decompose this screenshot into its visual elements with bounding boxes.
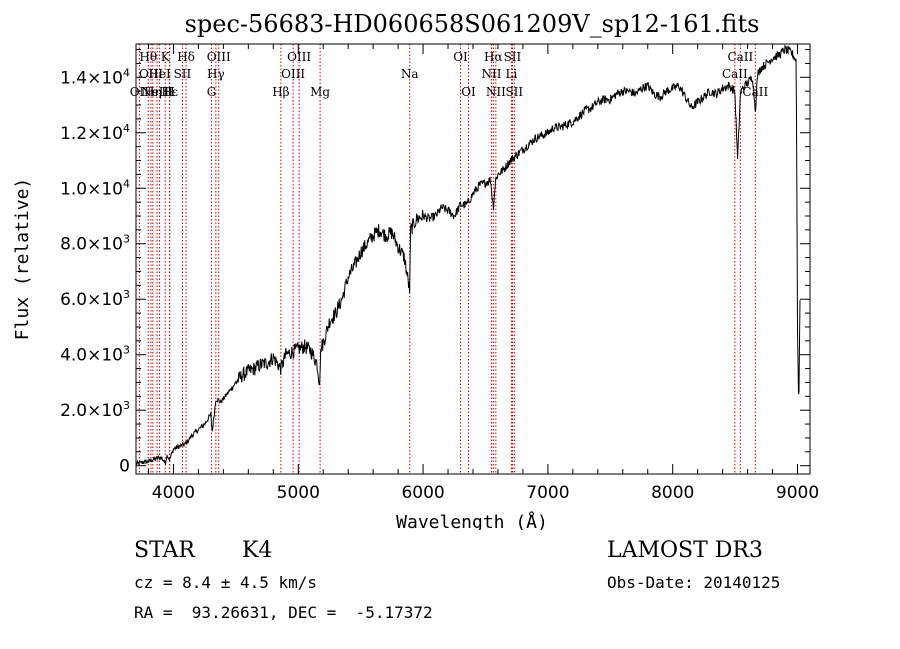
obs-date: Obs-Date: 20140125: [607, 573, 781, 592]
x-tick-label: 9000: [776, 483, 819, 503]
x-tick-label: 5000: [277, 483, 320, 503]
line-label: CaII: [722, 67, 748, 81]
line-label: OII: [130, 85, 150, 99]
y-tick-label: 1.2×104: [60, 122, 130, 144]
line-label: K: [161, 50, 171, 64]
line-label: Li: [506, 67, 518, 81]
line-label: H: [164, 85, 174, 99]
y-tick-label: 2.0×103: [60, 399, 130, 421]
y-tick-label: 8.0×103: [60, 233, 130, 255]
line-label: Hγ: [207, 67, 225, 81]
line-label: NII: [481, 67, 501, 81]
line-label: G: [207, 85, 217, 99]
y-axis-label: Flux (relative): [12, 178, 33, 341]
line-label: NeIII: [141, 85, 173, 99]
line-label: OIII: [207, 50, 231, 64]
x-tick-label: 6000: [401, 483, 444, 503]
line-label: HeI: [148, 67, 171, 81]
line-label: SII: [505, 85, 523, 99]
chart-title: spec-56683-HD060658S061209V_sp12-161.fit…: [185, 10, 760, 38]
line-label: Hε: [161, 85, 178, 99]
y-tick-label: 1.0×104: [60, 177, 130, 199]
redshift-cz: cz = 8.4 ± 4.5 km/s: [134, 573, 318, 592]
x-axis-label: Wavelength (Å): [396, 511, 548, 530]
emission-line-markers: [138, 44, 756, 474]
survey-name: LAMOST DR3: [607, 538, 763, 563]
line-label: OIII: [281, 67, 305, 81]
y-tick-label: 4.0×103: [60, 344, 130, 366]
x-tick-label: 8000: [651, 483, 694, 503]
line-label: Mg: [310, 85, 330, 99]
x-tick-label: 7000: [526, 483, 569, 503]
y-tick-label: 6.0×103: [60, 288, 130, 310]
object-subclass: K4: [242, 538, 273, 563]
y-tick-label: 0: [119, 457, 130, 477]
x-tick-label: 4000: [152, 483, 195, 503]
line-label: OI: [453, 50, 468, 64]
line-label: Hα: [484, 50, 503, 64]
line-label: SII: [504, 50, 522, 64]
y-axis-ticks: 0 2.0×103 4.0×103 6.0×103 8.0×103 1.0×104 1.2×…: [60, 49, 810, 477]
line-label: Hη: [144, 85, 162, 99]
line-label: Hθ: [139, 50, 157, 64]
line-label: Hδ: [177, 50, 195, 64]
line-label: SII: [174, 67, 192, 81]
object-class: STAR: [134, 538, 195, 563]
spectrum-chart: spec-56683-HD060658S061209V_sp12-161.fit…: [12, 10, 819, 530]
line-label: NII: [486, 85, 506, 99]
line-label: CaII: [742, 85, 768, 99]
spectrum-line: [135, 43, 801, 467]
line-label: OIII: [287, 50, 311, 64]
line-label: OI: [461, 85, 476, 99]
x-axis-ticks: 4000 5000 6000 7000 8000 9000: [147, 44, 819, 503]
line-label: Na: [401, 67, 419, 81]
y-tick-label: 1.4×104: [60, 66, 130, 88]
ra-dec-coords: RA = 93.26631, DEC = -5.17372: [134, 603, 433, 622]
plot-frame: [135, 43, 811, 475]
line-label: Hβ: [272, 85, 289, 99]
line-label: CaII: [727, 50, 753, 64]
